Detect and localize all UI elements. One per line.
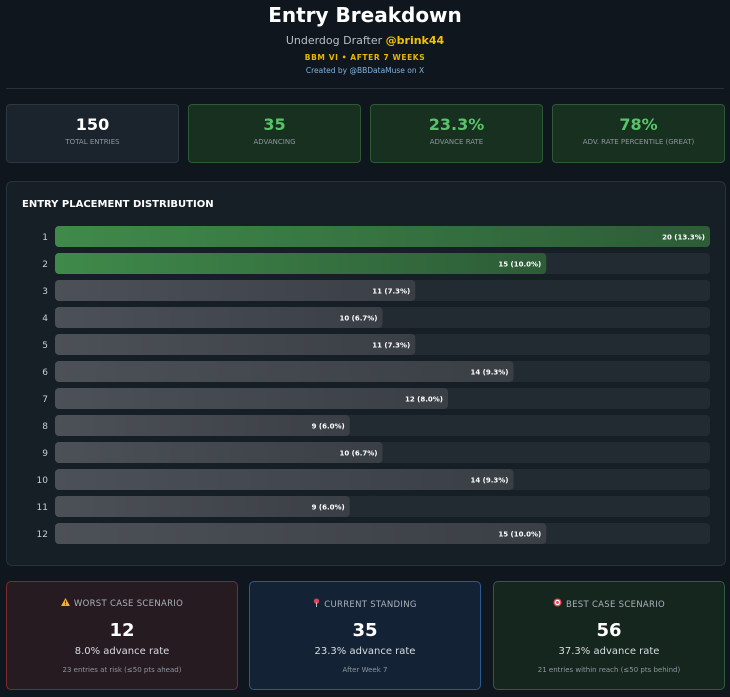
card-heading-text: WORST CASE SCENARIO <box>73 599 184 609</box>
bar <box>55 442 383 463</box>
data-label: 14 (9.3%) <box>471 369 509 377</box>
season-label: BBM VI • AFTER 7 WEEKS <box>304 53 426 62</box>
header: Entry Breakdown Underdog Drafter @brink4… <box>0 0 730 89</box>
bar <box>55 253 547 274</box>
card-rate: 37.3% advance rate <box>558 646 660 657</box>
stat-value: 23.3% <box>428 115 485 134</box>
stat-label: ADVANCE RATE <box>429 138 484 146</box>
page-title: Entry Breakdown <box>268 3 462 27</box>
card-value: 12 <box>109 620 135 641</box>
stat-adv-rate-percentile: 78% ADV. RATE PERCENTILE (GREAT) <box>552 104 725 163</box>
bar <box>55 415 350 436</box>
category-label: 3 <box>42 287 48 297</box>
bar <box>55 334 416 355</box>
current-standing-card: CURRENT STANDING 35 23.3% advance rate A… <box>249 581 481 690</box>
category-label: 8 <box>42 422 48 432</box>
stat-advancing: 35 ADVANCING <box>188 104 361 163</box>
stat-label: ADVANCING <box>253 138 296 146</box>
stat-label: ADV. RATE PERCENTILE (GREAT) <box>582 138 695 146</box>
data-label: 20 (13.3%) <box>662 234 705 242</box>
stat-advance-rate: 23.3% ADVANCE RATE <box>370 104 543 163</box>
card-value: 56 <box>596 620 622 641</box>
chart-title: ENTRY PLACEMENT DISTRIBUTION <box>22 199 214 210</box>
data-label: 14 (9.3%) <box>471 477 509 485</box>
card-note: After Week 7 <box>342 666 388 674</box>
data-label: 9 (6.0%) <box>312 504 345 512</box>
stat-value: 35 <box>263 115 286 134</box>
bar <box>55 361 514 382</box>
data-label: 12 (8.0%) <box>405 396 443 404</box>
stat-label: TOTAL ENTRIES <box>65 138 120 146</box>
stat-value: 150 <box>75 115 110 134</box>
bar <box>55 469 514 490</box>
bar <box>55 496 350 517</box>
data-label: 10 (6.7%) <box>340 450 378 458</box>
category-label: 1 <box>42 233 48 243</box>
data-label: 9 (6.0%) <box>312 423 345 431</box>
category-label: 7 <box>42 395 48 405</box>
subtitle: Underdog Drafter @brink44 <box>0 34 730 47</box>
bar <box>55 523 547 544</box>
placement-bar-chart: 1 20 (13.3%) 2 15 (10.0%) 3 11 (7.3%) 4 10 (6.7… <box>37 226 710 544</box>
data-label: 11 (7.3%) <box>372 342 410 350</box>
data-label: 11 (7.3%) <box>372 288 410 296</box>
card-heading: BEST CASE SCENARIO <box>494 598 724 610</box>
category-label: 12 <box>37 530 48 540</box>
card-heading-text: BEST CASE SCENARIO <box>565 600 666 610</box>
card-note: 21 entries within reach (≤50 pts behind) <box>537 666 681 674</box>
card-heading-text: CURRENT STANDING <box>324 600 417 610</box>
bar <box>55 307 383 328</box>
best-case-card: BEST CASE SCENARIO 56 37.3% advance rate… <box>493 581 725 690</box>
pin-icon <box>313 598 320 609</box>
card-heading: CURRENT STANDING <box>250 598 480 610</box>
card-rate: 8.0% advance rate <box>74 646 170 657</box>
data-label: 15 (10.0%) <box>498 531 541 539</box>
card-note: 23 entries at risk (≤50 pts ahead) <box>62 666 182 674</box>
category-label: 9 <box>42 449 48 459</box>
category-label: 10 <box>37 476 49 486</box>
worst-case-card: WORST CASE SCENARIO 12 8.0% advance rate… <box>6 581 238 690</box>
bar <box>55 226 710 247</box>
category-label: 5 <box>42 341 48 351</box>
drafter-handle: @brink44 <box>385 34 445 47</box>
stat-value: 78% <box>619 115 658 134</box>
credit-line: Created by @BBDataMuse on X <box>305 66 425 75</box>
target-icon <box>553 598 562 609</box>
header-divider <box>6 88 724 89</box>
bar <box>55 280 416 301</box>
placement-chart-panel: ENTRY PLACEMENT DISTRIBUTION 1 20 (13.3%)… <box>6 181 726 566</box>
stat-total-entries: 150 TOTAL ENTRIES <box>6 104 179 163</box>
bar <box>55 388 448 409</box>
category-label: 2 <box>42 260 48 270</box>
card-heading: WORST CASE SCENARIO <box>7 598 237 609</box>
card-value: 35 <box>352 620 378 641</box>
category-label: 6 <box>42 368 48 378</box>
data-label: 10 (6.7%) <box>340 315 378 323</box>
warning-icon <box>60 598 70 608</box>
data-label: 15 (10.0%) <box>498 261 541 269</box>
category-label: 11 <box>37 503 48 513</box>
category-label: 4 <box>42 314 48 324</box>
subtitle-prefix: Underdog Drafter <box>285 34 383 47</box>
card-rate: 23.3% advance rate <box>314 646 416 657</box>
